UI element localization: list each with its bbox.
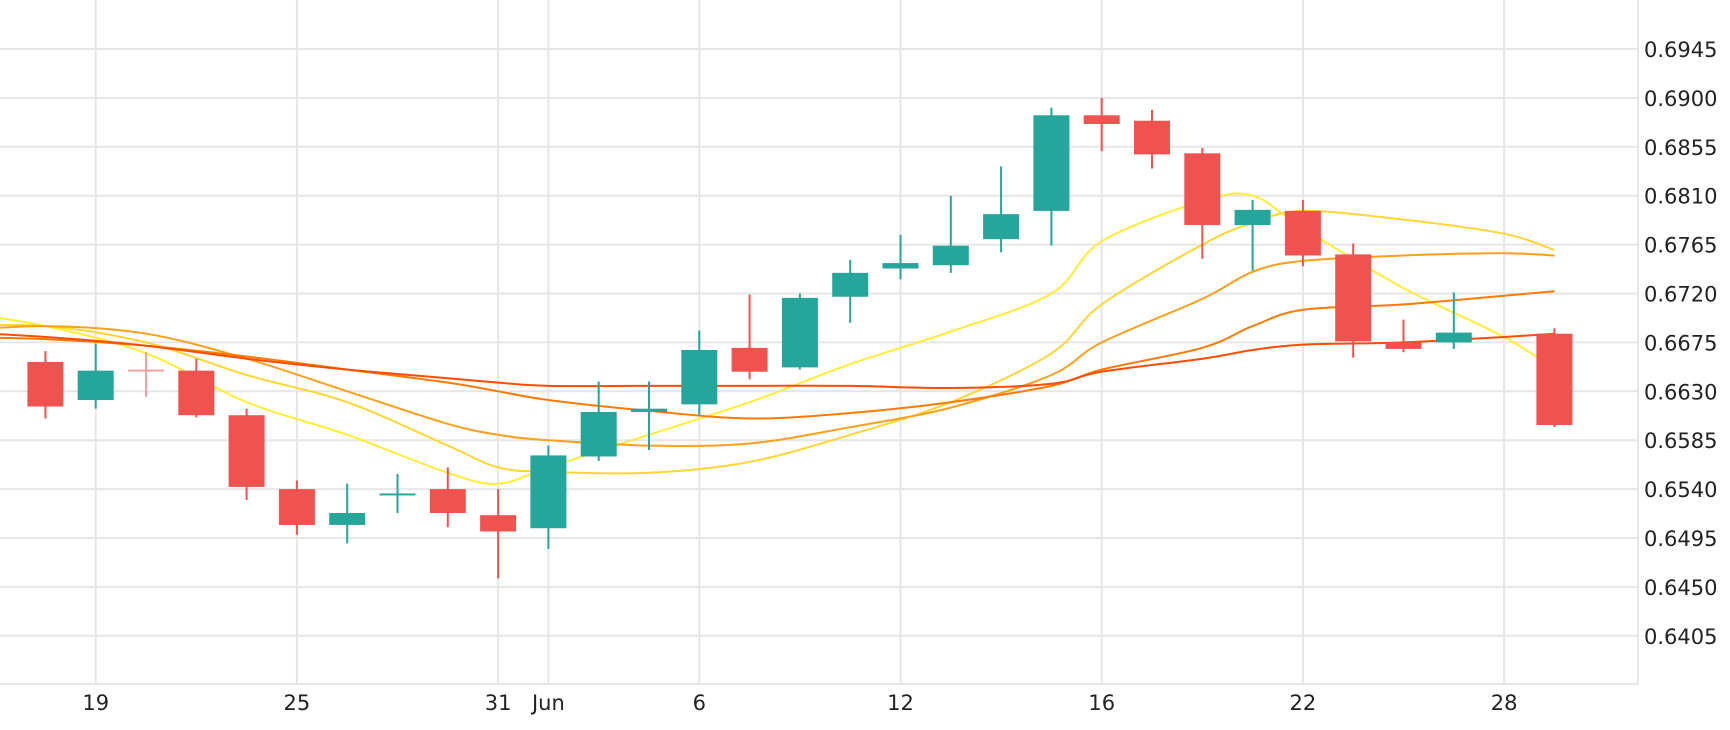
candle <box>1234 200 1271 271</box>
candle <box>27 351 64 419</box>
candle-body <box>1335 254 1372 342</box>
candle <box>1536 328 1573 428</box>
candle-body <box>278 489 315 525</box>
candle <box>832 259 869 323</box>
candle <box>530 445 567 549</box>
candle-body <box>832 272 869 297</box>
x-tick-label: 6 <box>693 691 706 715</box>
candle-body <box>379 493 416 496</box>
candle <box>1435 292 1472 349</box>
candle-body <box>631 408 667 412</box>
x-tick-label: 31 <box>485 691 512 715</box>
candle <box>429 467 466 528</box>
candle <box>1134 109 1170 169</box>
candle <box>77 343 114 409</box>
candle-body <box>128 369 164 372</box>
candle <box>580 381 617 461</box>
candle <box>329 483 366 544</box>
moving-average-line-5 <box>0 332 1555 390</box>
x-tick-label: 19 <box>82 691 109 715</box>
x-tick-label: 28 <box>1491 691 1518 715</box>
candle-body <box>882 263 919 269</box>
candle <box>178 358 215 418</box>
candle-body <box>1385 342 1422 349</box>
y-tick-label: 0.6630 <box>1644 380 1717 404</box>
y-tick-label: 0.6540 <box>1644 478 1717 502</box>
candles-layer <box>27 97 1573 579</box>
candle <box>379 473 416 514</box>
candle <box>781 293 818 370</box>
y-tick-label: 0.6495 <box>1644 527 1717 551</box>
y-tick-label: 0.6405 <box>1644 625 1717 649</box>
candle <box>731 294 768 380</box>
candle-body <box>1536 333 1573 425</box>
candle <box>882 234 919 280</box>
y-tick-label: 0.6765 <box>1644 234 1717 258</box>
candle-body <box>781 297 818 368</box>
y-tick-label: 0.6720 <box>1644 283 1717 307</box>
candle-body <box>1234 209 1271 226</box>
candle <box>480 489 517 579</box>
candle-body <box>1033 115 1070 211</box>
y-tick-label: 0.6945 <box>1644 38 1717 62</box>
candle-body <box>178 370 215 416</box>
candle <box>1184 147 1221 259</box>
axis-layer: 0.6945 0.6900 0.6855 0.6810 0.6765 0.6720 0.66… <box>82 38 1717 715</box>
candle-body <box>480 515 517 532</box>
candle-body <box>932 245 969 266</box>
x-tick-label: 25 <box>284 691 311 715</box>
candle-body <box>429 489 466 514</box>
y-tick-label: 0.6585 <box>1644 429 1717 453</box>
candle-body <box>329 513 366 525</box>
candle-body <box>580 411 617 457</box>
candle <box>1083 97 1120 152</box>
moving-average-line-4 <box>0 290 1555 420</box>
candle <box>631 381 667 450</box>
candle-body <box>228 415 265 487</box>
candle <box>932 195 969 273</box>
candle <box>681 330 718 416</box>
candle-body <box>731 347 768 372</box>
candle-body <box>27 361 64 407</box>
candle-body <box>681 350 718 405</box>
y-tick-label: 0.6450 <box>1644 576 1717 600</box>
candle-body <box>77 370 114 400</box>
candle-body <box>530 455 567 529</box>
grid-layer <box>0 0 1639 685</box>
candle <box>1284 200 1321 267</box>
candle <box>983 166 1020 253</box>
candle-body <box>1284 210 1321 256</box>
x-tick-label: Jun <box>530 691 565 715</box>
candle-body <box>1435 332 1472 343</box>
candle-body <box>983 214 1020 240</box>
y-tick-label: 0.6855 <box>1644 136 1717 160</box>
candle <box>1335 243 1372 358</box>
x-tick-label: 22 <box>1290 691 1317 715</box>
y-tick-label: 0.6900 <box>1644 87 1717 111</box>
candle-body <box>1184 153 1221 226</box>
x-tick-label: 16 <box>1088 691 1115 715</box>
x-tick-label: 12 <box>887 691 914 715</box>
candle-body <box>1134 120 1170 155</box>
candle <box>128 352 164 397</box>
y-tick-label: 0.6675 <box>1644 331 1717 355</box>
y-tick-label: 0.6810 <box>1644 185 1717 209</box>
candle-body <box>1083 115 1120 124</box>
candle <box>1033 107 1070 246</box>
candle <box>228 408 265 500</box>
candle <box>278 480 315 535</box>
candle <box>1385 319 1422 353</box>
